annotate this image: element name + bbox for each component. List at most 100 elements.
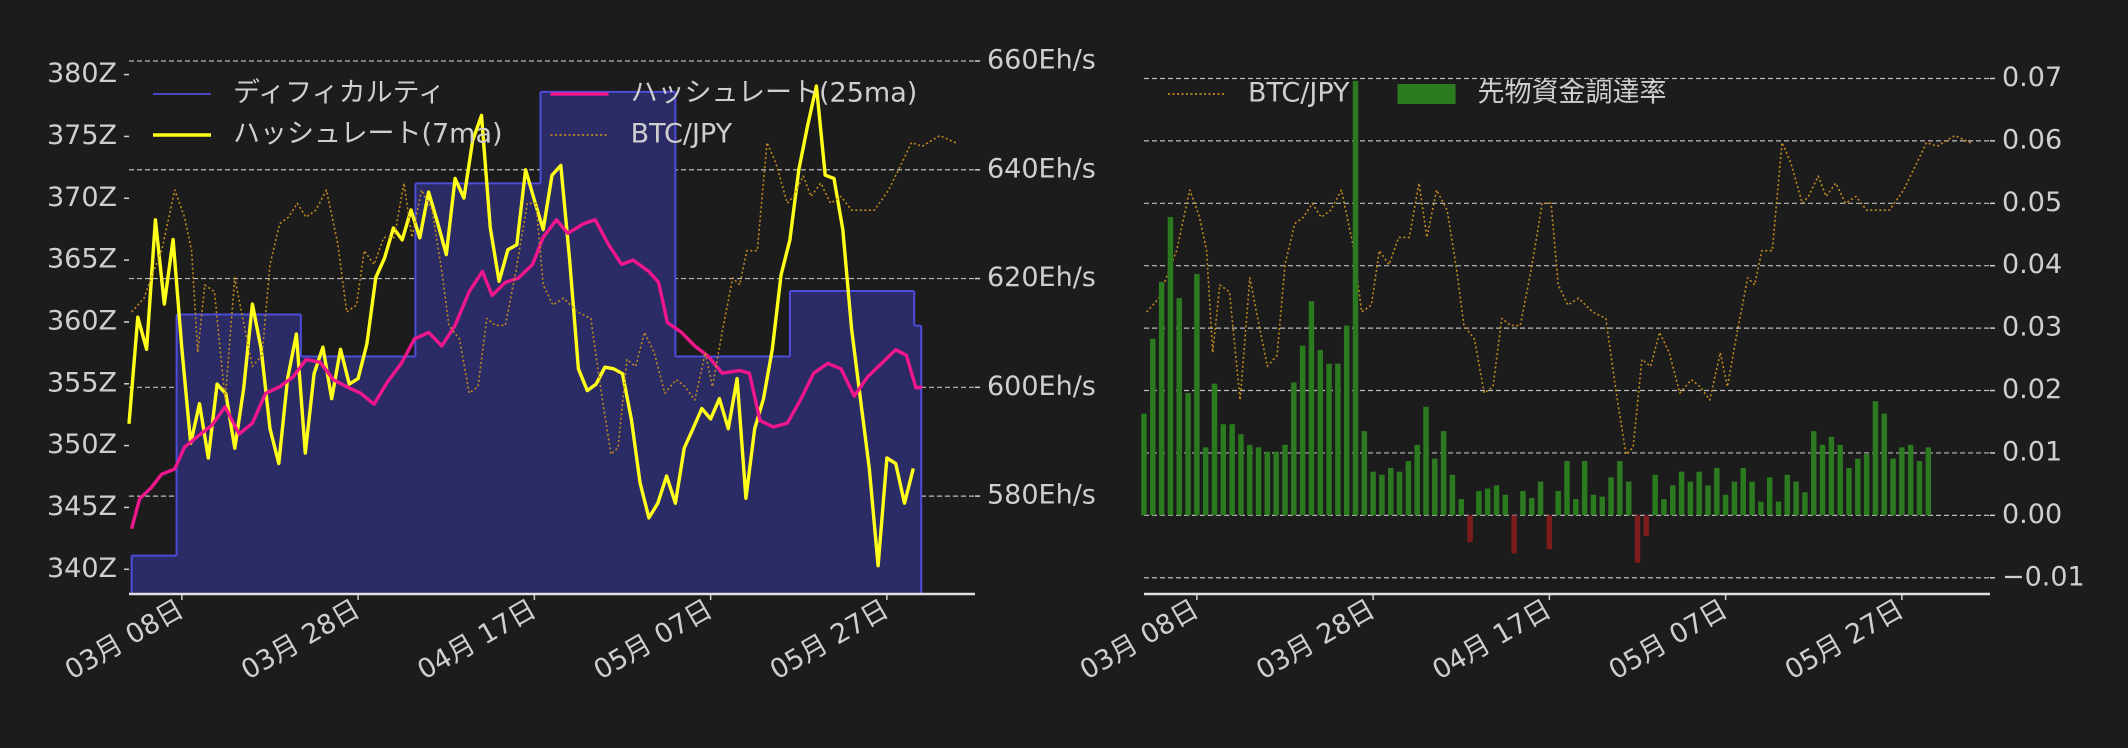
bar — [1872, 401, 1879, 516]
plot-marks — [127, 84, 958, 594]
bar — [1299, 345, 1306, 516]
legend-label: BTC/JPY — [1248, 78, 1350, 109]
y-tick-label: 370Z — [47, 182, 117, 213]
bar — [1670, 485, 1676, 516]
bar — [1370, 471, 1376, 516]
bar — [1176, 298, 1182, 516]
legend-item: ハッシュレート(7ma) — [153, 119, 503, 150]
legend-label: ディフィカルティ — [233, 78, 445, 109]
bar — [1158, 281, 1165, 516]
bar — [1238, 434, 1244, 516]
legend-label: ハッシュレート(25ma) — [631, 78, 918, 109]
bar — [1537, 481, 1544, 516]
legend-item: BTC/JPY — [1168, 78, 1350, 109]
bar — [1634, 515, 1641, 563]
y-tick-label: 375Z — [47, 120, 117, 151]
bar — [1546, 515, 1553, 550]
bar — [1308, 301, 1315, 516]
bar — [1722, 494, 1729, 516]
y-tick-label: 0.04 — [2002, 249, 2062, 280]
bar — [1802, 492, 1808, 516]
bar — [1247, 444, 1253, 516]
y-tick-label: 0.00 — [2002, 499, 2062, 530]
bar — [1520, 491, 1526, 516]
bar — [1167, 217, 1174, 516]
bar — [1255, 447, 1262, 516]
bar — [1211, 383, 1218, 516]
bar — [1343, 325, 1350, 516]
step-area — [914, 325, 922, 594]
bar — [1678, 471, 1685, 516]
y-tick-label: 580Eh/s — [987, 480, 1096, 511]
bar — [1696, 471, 1702, 516]
step-area — [131, 555, 177, 594]
step-area — [415, 183, 541, 594]
bar — [1432, 458, 1438, 516]
y-tick-label: 345Z — [47, 491, 117, 522]
bar — [1652, 474, 1658, 516]
bar — [1361, 431, 1368, 516]
bar — [1625, 481, 1632, 516]
bar — [1326, 363, 1332, 516]
bar — [1661, 499, 1667, 516]
y-tick-label: 355Z — [47, 367, 117, 398]
legend-item: BTC/JPY — [550, 119, 733, 150]
bar — [1511, 515, 1517, 554]
legend-label: BTC/JPY — [631, 119, 733, 150]
bar — [1564, 461, 1570, 516]
y-tick-label: 0.03 — [2002, 312, 2062, 343]
bar — [1185, 393, 1191, 516]
bar — [1863, 454, 1870, 516]
bar — [1414, 444, 1420, 516]
bar — [1714, 467, 1720, 516]
bar — [1749, 481, 1755, 516]
y-tick-label: 340Z — [47, 553, 117, 584]
legend-label: ハッシュレート(7ma) — [233, 119, 503, 150]
series-line — [127, 84, 915, 568]
y-tick-label: 350Z — [47, 429, 117, 460]
bar — [1529, 497, 1535, 516]
bar — [1643, 515, 1650, 536]
step-area — [675, 356, 790, 594]
bar — [1793, 481, 1799, 516]
bar — [1819, 444, 1826, 516]
bar — [1476, 491, 1482, 516]
step-area — [176, 314, 301, 594]
bar — [1150, 338, 1156, 516]
bar — [1317, 349, 1323, 516]
bar — [1687, 481, 1694, 516]
bar — [1555, 491, 1561, 516]
bar — [1202, 447, 1209, 516]
bar — [1899, 447, 1905, 516]
bar — [1775, 501, 1782, 516]
bar — [1705, 485, 1711, 516]
bar — [1282, 444, 1288, 516]
bar — [1573, 499, 1579, 516]
bar — [1766, 477, 1773, 516]
legend-item: ハッシュレート(25ma) — [550, 78, 918, 109]
y-tick-label: 660Eh/s — [987, 45, 1096, 76]
bar — [1388, 467, 1394, 516]
bar — [1220, 424, 1227, 516]
bar — [1608, 477, 1614, 516]
y-tick-label: 640Eh/s — [987, 153, 1096, 184]
bar — [1881, 413, 1887, 516]
bar — [1731, 481, 1738, 516]
bar — [1449, 474, 1456, 516]
bar — [1273, 451, 1279, 516]
bar — [1264, 451, 1271, 516]
bar — [1907, 444, 1914, 516]
bar — [1828, 436, 1835, 516]
bar — [1335, 363, 1341, 516]
series-line — [131, 134, 958, 456]
bar — [1458, 499, 1464, 516]
bar — [1855, 458, 1861, 516]
bar — [1493, 485, 1500, 516]
bar — [1352, 80, 1359, 516]
step-area — [300, 356, 416, 594]
legend: BTC/JPY 先物資金調達率 — [1168, 78, 1667, 109]
legend-item: 先物資金調達率 — [1397, 78, 1667, 109]
